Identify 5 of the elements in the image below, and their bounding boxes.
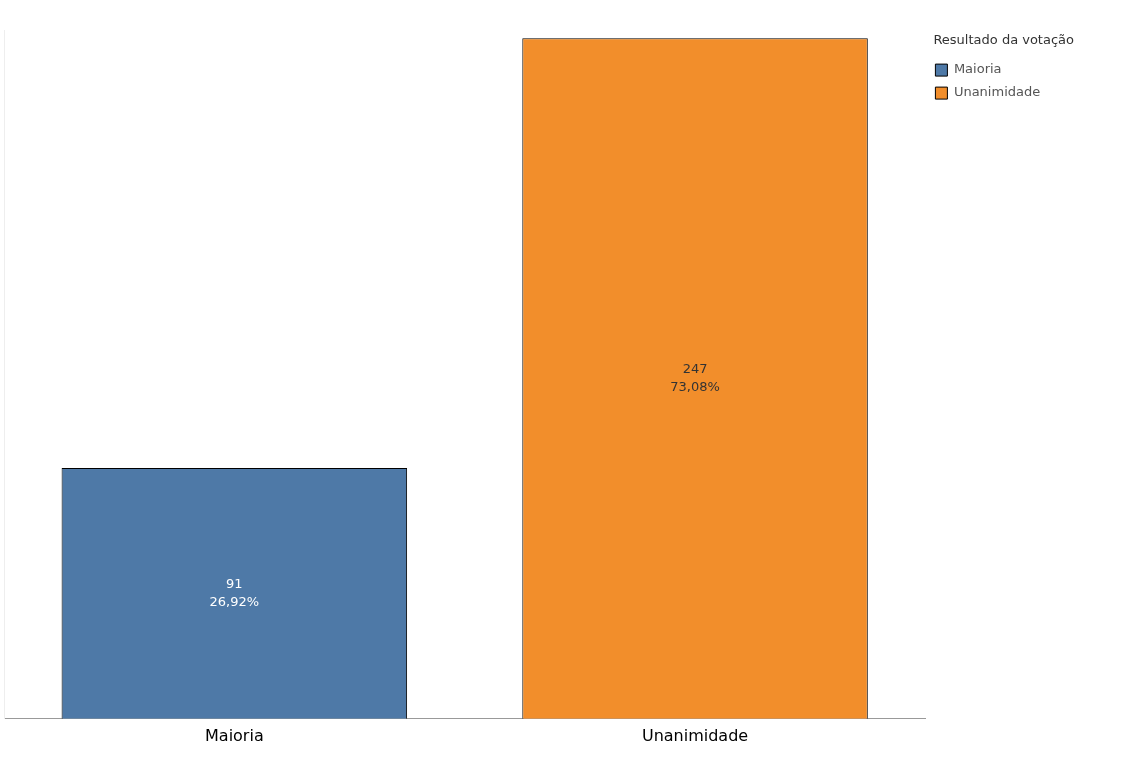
legend-title: Resultado da votação	[933, 31, 1075, 47]
legend-label: Unanimidade	[953, 84, 1041, 100]
data-label: 247 73,08%	[670, 360, 720, 394]
legend-label: Maioria	[953, 61, 1002, 77]
data-label: 91 26,92%	[209, 575, 260, 609]
